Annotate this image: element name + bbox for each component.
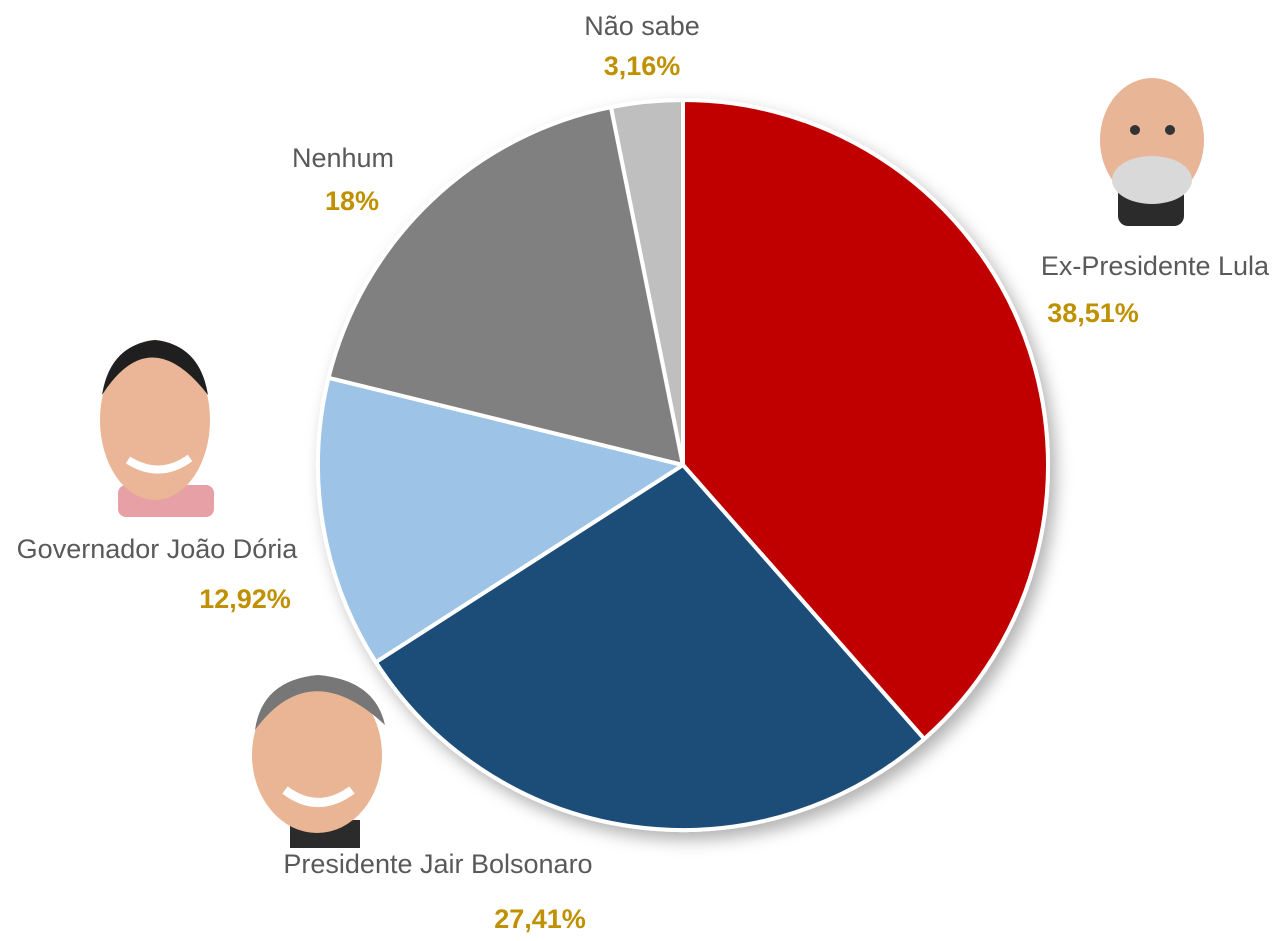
value-label: 3,16% [604, 51, 681, 81]
pie-slice [681, 98, 1050, 741]
caricature-lula [1100, 78, 1204, 226]
caricature-bolsonaro [252, 675, 385, 848]
category-label: Presidente Jair Bolsonaro [283, 849, 592, 879]
category-label: Nenhum [292, 143, 394, 173]
value-label: 38,51% [1047, 298, 1139, 328]
category-label: Não sabe [584, 11, 700, 41]
pie [316, 98, 1050, 832]
pie-slice [326, 105, 685, 467]
value-label: 27,41% [494, 904, 586, 934]
category-label: Ex-Presidente Lula [1041, 251, 1270, 281]
value-label: 12,92% [199, 584, 291, 614]
pie-slice [316, 375, 685, 665]
pie-slice [373, 463, 927, 832]
value-label: 18% [325, 186, 379, 216]
pie-slice [609, 98, 685, 467]
caricature-doria [100, 340, 214, 517]
category-label: Governador João Dória [17, 534, 299, 564]
